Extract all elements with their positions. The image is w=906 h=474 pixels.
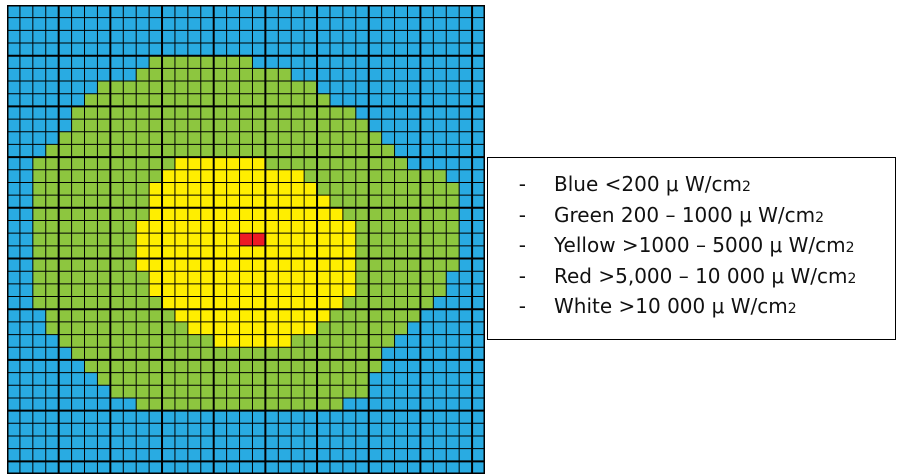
zone-yellow-row xyxy=(136,220,357,234)
legend-dash: - xyxy=(518,202,526,227)
legend-label-blue: Blue <200 μ W/cm xyxy=(554,172,742,196)
legend-item-blue: - Blue <200 μ W/cm 2 xyxy=(488,169,856,200)
legend-label-red: Red >5,000 – 10 000 μ W/cm xyxy=(554,263,848,288)
zone-yellow-row xyxy=(136,245,357,259)
zone-green-row xyxy=(45,144,395,158)
zone-green-row xyxy=(97,372,370,386)
legend-dash: - xyxy=(518,172,526,196)
legend-box: - Blue <200 μ W/cm 2 - Green 200 – 1000 μ… xyxy=(487,157,896,340)
zone-green-row xyxy=(84,93,331,107)
zone-yellow-row xyxy=(149,207,344,221)
legend-label-yellow: Yellow >1000 – 5000 μ W/cm xyxy=(554,233,846,257)
legend-label-white: White >10 000 μ W/cm xyxy=(554,294,788,318)
legend-list: - Blue <200 μ W/cm 2 - Green 200 – 1000 μ… xyxy=(488,169,857,322)
legend-dash: - xyxy=(518,263,526,288)
zone-yellow-row xyxy=(174,157,266,171)
zone-yellow-row xyxy=(162,169,305,183)
zone-green-row xyxy=(84,359,382,373)
legend-dash: - xyxy=(518,233,526,257)
legend-item-yellow: - Yellow >1000 – 5000 μ W/cm 2 xyxy=(488,230,856,261)
zone-green-row xyxy=(58,131,382,145)
irradiance-grid-map xyxy=(7,5,485,474)
legend-item-green: - Green 200 – 1000 μ W/cm 2 xyxy=(488,200,856,231)
legend-label-green: Green 200 – 1000 μ W/cm xyxy=(554,202,816,227)
legend-item-red: - Red >5,000 – 10 000 μ W/cm 2 xyxy=(488,261,857,292)
zone-green-row xyxy=(97,81,318,95)
zone-yellow-row xyxy=(136,258,357,272)
zone-yellow-row xyxy=(149,182,318,196)
legend-item-white: - White >10 000 μ W/cm 2 xyxy=(488,291,856,322)
zone-green-row xyxy=(71,119,370,133)
legend-dash: - xyxy=(518,294,526,318)
irradiance-grid-svg xyxy=(7,5,485,474)
